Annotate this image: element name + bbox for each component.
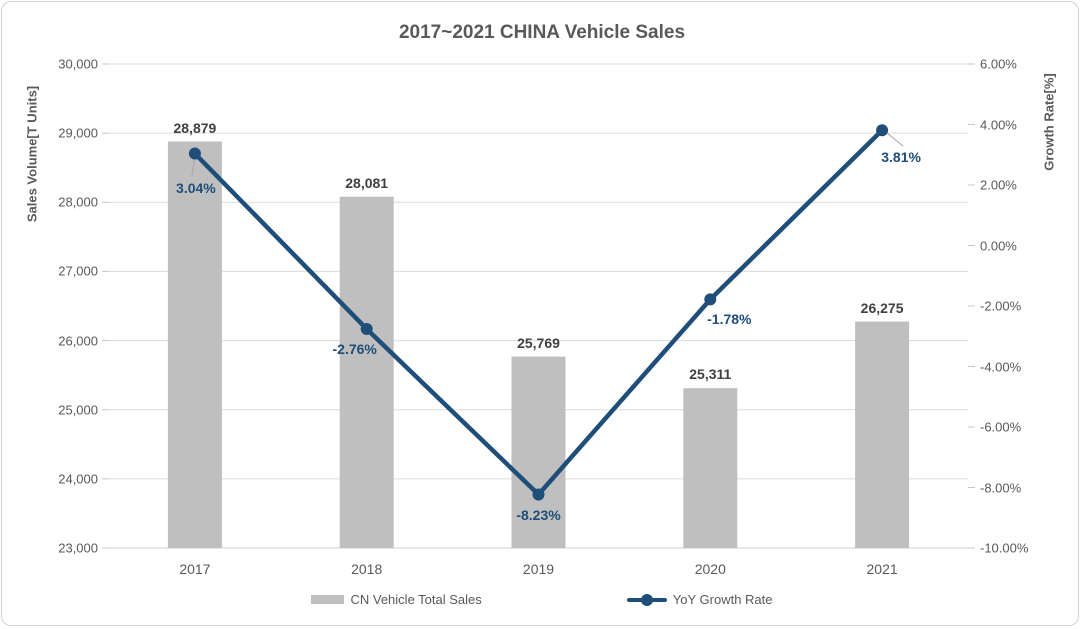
line-swatch-icon xyxy=(626,593,667,606)
chart-title: 2017~2021 CHINA Vehicle Sales xyxy=(398,22,686,43)
legend-item-line-series: YoY Growth Rate xyxy=(626,592,773,607)
bar-2018 xyxy=(339,196,394,548)
bar-2021 xyxy=(855,321,910,548)
line-point-2019 xyxy=(532,488,545,501)
line-point-2017 xyxy=(188,147,201,160)
bar-2017 xyxy=(167,141,222,548)
legend-label-bar-series: CN Vehicle Total Sales xyxy=(350,592,482,607)
line-point-2018 xyxy=(360,322,373,335)
bar-swatch-icon xyxy=(311,595,345,604)
line-point-2020 xyxy=(704,293,717,306)
bar-2020 xyxy=(683,388,738,548)
legend-item-bar-series: CN Vehicle Total Sales xyxy=(311,592,482,607)
data-label-leader-line xyxy=(191,157,196,176)
legend: CN Vehicle Total Sales YoY Growth Rate xyxy=(2,592,1080,607)
bar-2019 xyxy=(511,356,566,548)
legend-label-line-series: YoY Growth Rate xyxy=(672,592,773,607)
line-marker-icon xyxy=(640,593,653,606)
line-point-2021 xyxy=(876,124,889,137)
data-label-leader-line xyxy=(885,131,904,147)
